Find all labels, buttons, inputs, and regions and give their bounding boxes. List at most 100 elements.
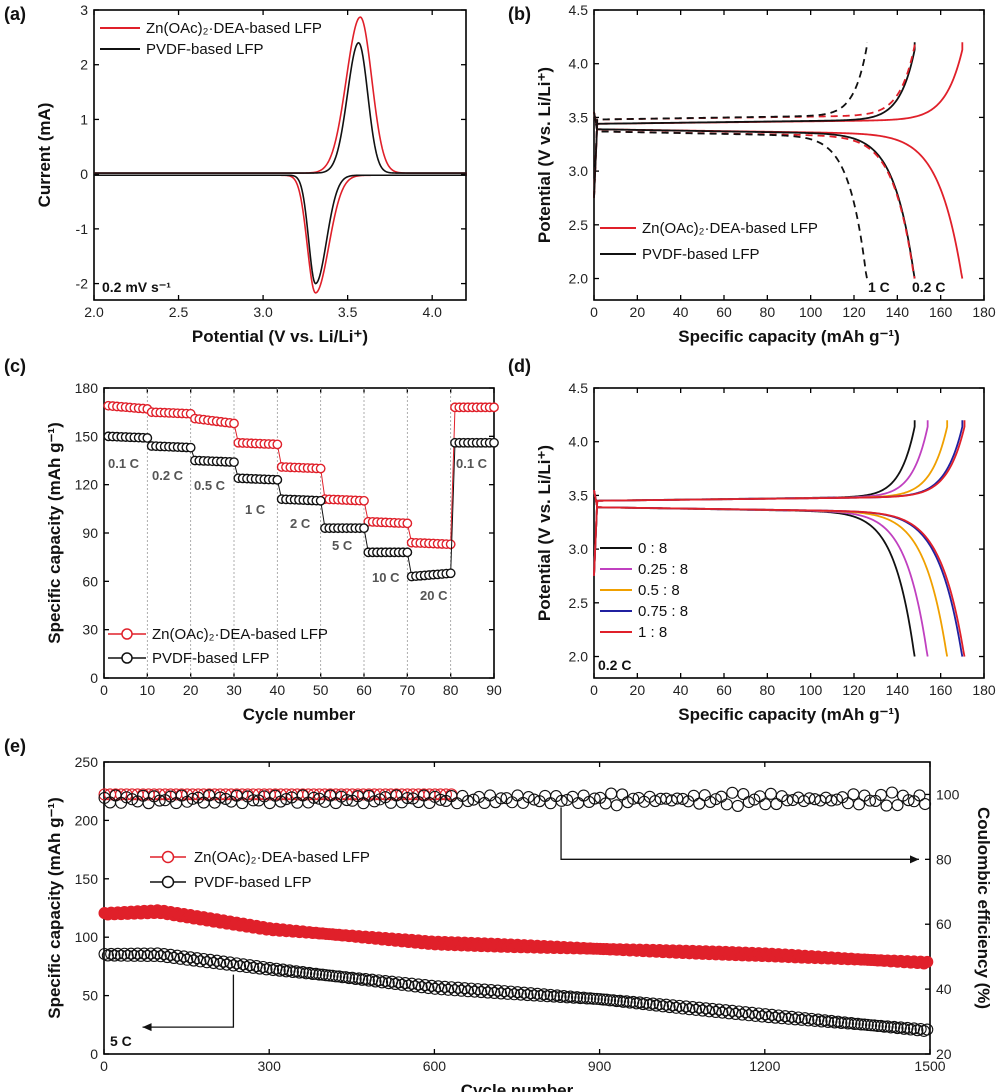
capacity-point (174, 952, 187, 965)
capacity-point (240, 960, 253, 974)
efficiency-point (720, 798, 733, 811)
rate-point (445, 568, 456, 579)
x-tick-label: 300 (258, 1058, 282, 1074)
efficiency-point (616, 788, 629, 801)
efficiency-point (434, 793, 447, 806)
x-tick-label: 60 (716, 304, 732, 320)
rate-label: 0.5 C (194, 478, 226, 493)
capacity-point (131, 947, 144, 960)
capacity-point (670, 1001, 683, 1014)
capacity-point (488, 986, 501, 1000)
y-tick-label: 2.0 (569, 649, 589, 665)
capacity-point (749, 1009, 762, 1022)
efficiency-point (368, 795, 381, 808)
capacity-point (329, 970, 342, 983)
capacity-point (855, 1018, 868, 1031)
plot-frame (593, 387, 985, 679)
y-tick-label: 2.0 (569, 271, 589, 287)
panel-d-letter: (d) (508, 356, 531, 376)
y-tick-label: 50 (82, 988, 98, 1004)
capacity-point (871, 1019, 884, 1033)
capacity-point (455, 984, 468, 997)
rate-label: 10 C (372, 570, 400, 585)
x-tick-label: 70 (400, 682, 416, 698)
x-tick-label: 900 (588, 1058, 612, 1074)
efficiency-point (373, 793, 386, 806)
efficiency-point (461, 795, 475, 808)
efficiency-point (307, 791, 320, 804)
y-tick-label: 2.5 (569, 595, 589, 611)
cv-curve-0 (94, 16, 467, 294)
arrow-head-icon (909, 855, 919, 864)
rate-point (229, 418, 239, 429)
efficiency-point (759, 798, 772, 811)
capacity-point (402, 979, 415, 992)
x-tick-label: 0 (590, 682, 598, 698)
capacity-point (696, 1004, 709, 1017)
efficiency-point (913, 789, 926, 802)
capacity-point (128, 949, 141, 962)
capacity-point (319, 969, 332, 982)
y-tick-label: 4.5 (569, 380, 589, 396)
rate-label: 0.2 C (152, 468, 184, 483)
capacity-point (336, 971, 349, 984)
legend-marker (161, 850, 175, 864)
rate-label-02c: 0.2 C (912, 279, 945, 295)
efficiency-point (401, 791, 414, 805)
panel-b-letter: (b) (508, 4, 531, 24)
capacity-axis-arrow (142, 974, 235, 1028)
efficiency-point (428, 790, 442, 803)
efficiency-point (511, 789, 524, 802)
efficiency-point (329, 797, 342, 810)
efficiency-point (781, 794, 794, 807)
capacity-point (841, 1017, 855, 1030)
efficiency-point (214, 791, 227, 804)
capacity-point (475, 986, 488, 999)
rate-point (445, 539, 456, 550)
capacity-point (736, 1008, 749, 1021)
x-tick-label: 100 (799, 304, 823, 320)
legend-label: Zn(OAc)₂·DEA-based LFP (146, 20, 322, 37)
capacity-point (138, 947, 151, 960)
capacity-point (865, 1019, 878, 1032)
panel-a-letter: (a) (4, 4, 26, 24)
panel-c-letter: (c) (4, 356, 26, 376)
capacity-point (428, 982, 442, 995)
efficiency-point (731, 799, 744, 812)
rate-point (359, 523, 369, 534)
x-tick-label: 50 (313, 682, 329, 698)
x-axis-label: Specific capacity (mAh g⁻¹) (678, 705, 900, 724)
capacity-point (306, 967, 319, 980)
x-tick-label: 600 (423, 1058, 447, 1074)
x-tick-label: 3.0 (253, 304, 273, 320)
panel-b-charge-1 (593, 42, 916, 198)
capacity-point (227, 959, 240, 972)
efficiency-point (450, 797, 464, 810)
rate-label: 5 C (332, 538, 353, 553)
rate-line-1 (108, 435, 494, 578)
panel-b-discharge-3 (593, 111, 868, 279)
capacity-point (914, 1022, 927, 1036)
y2-tick-label: 40 (936, 981, 952, 997)
efficiency-point (847, 788, 860, 801)
efficiency-point (263, 797, 276, 810)
panel-d: 0 20 40 60 80 100 120 140 160 180 2.0 2.5 3.0 3.5 4.0 4… (535, 380, 996, 724)
capacity-point (604, 994, 617, 1007)
rate-label: 0.1 C (456, 456, 488, 471)
capacity-point (878, 1020, 891, 1033)
rate-label: 2 C (290, 516, 311, 531)
capacity-point (722, 1007, 736, 1020)
efficiency-point (236, 797, 249, 810)
y-tick-label: 3.5 (569, 487, 589, 503)
efficiency-point (693, 797, 706, 810)
y2-tick-label: 80 (936, 851, 952, 867)
y2-tick-label: 20 (936, 1046, 952, 1062)
efficiency-point (627, 792, 640, 805)
capacity-point (118, 947, 131, 960)
x-tick-label: 120 (842, 304, 866, 320)
y-tick-label: 0 (90, 670, 98, 686)
efficiency-point (126, 793, 139, 806)
x-tick-label: 4.0 (422, 304, 442, 320)
rate-point (272, 474, 283, 485)
